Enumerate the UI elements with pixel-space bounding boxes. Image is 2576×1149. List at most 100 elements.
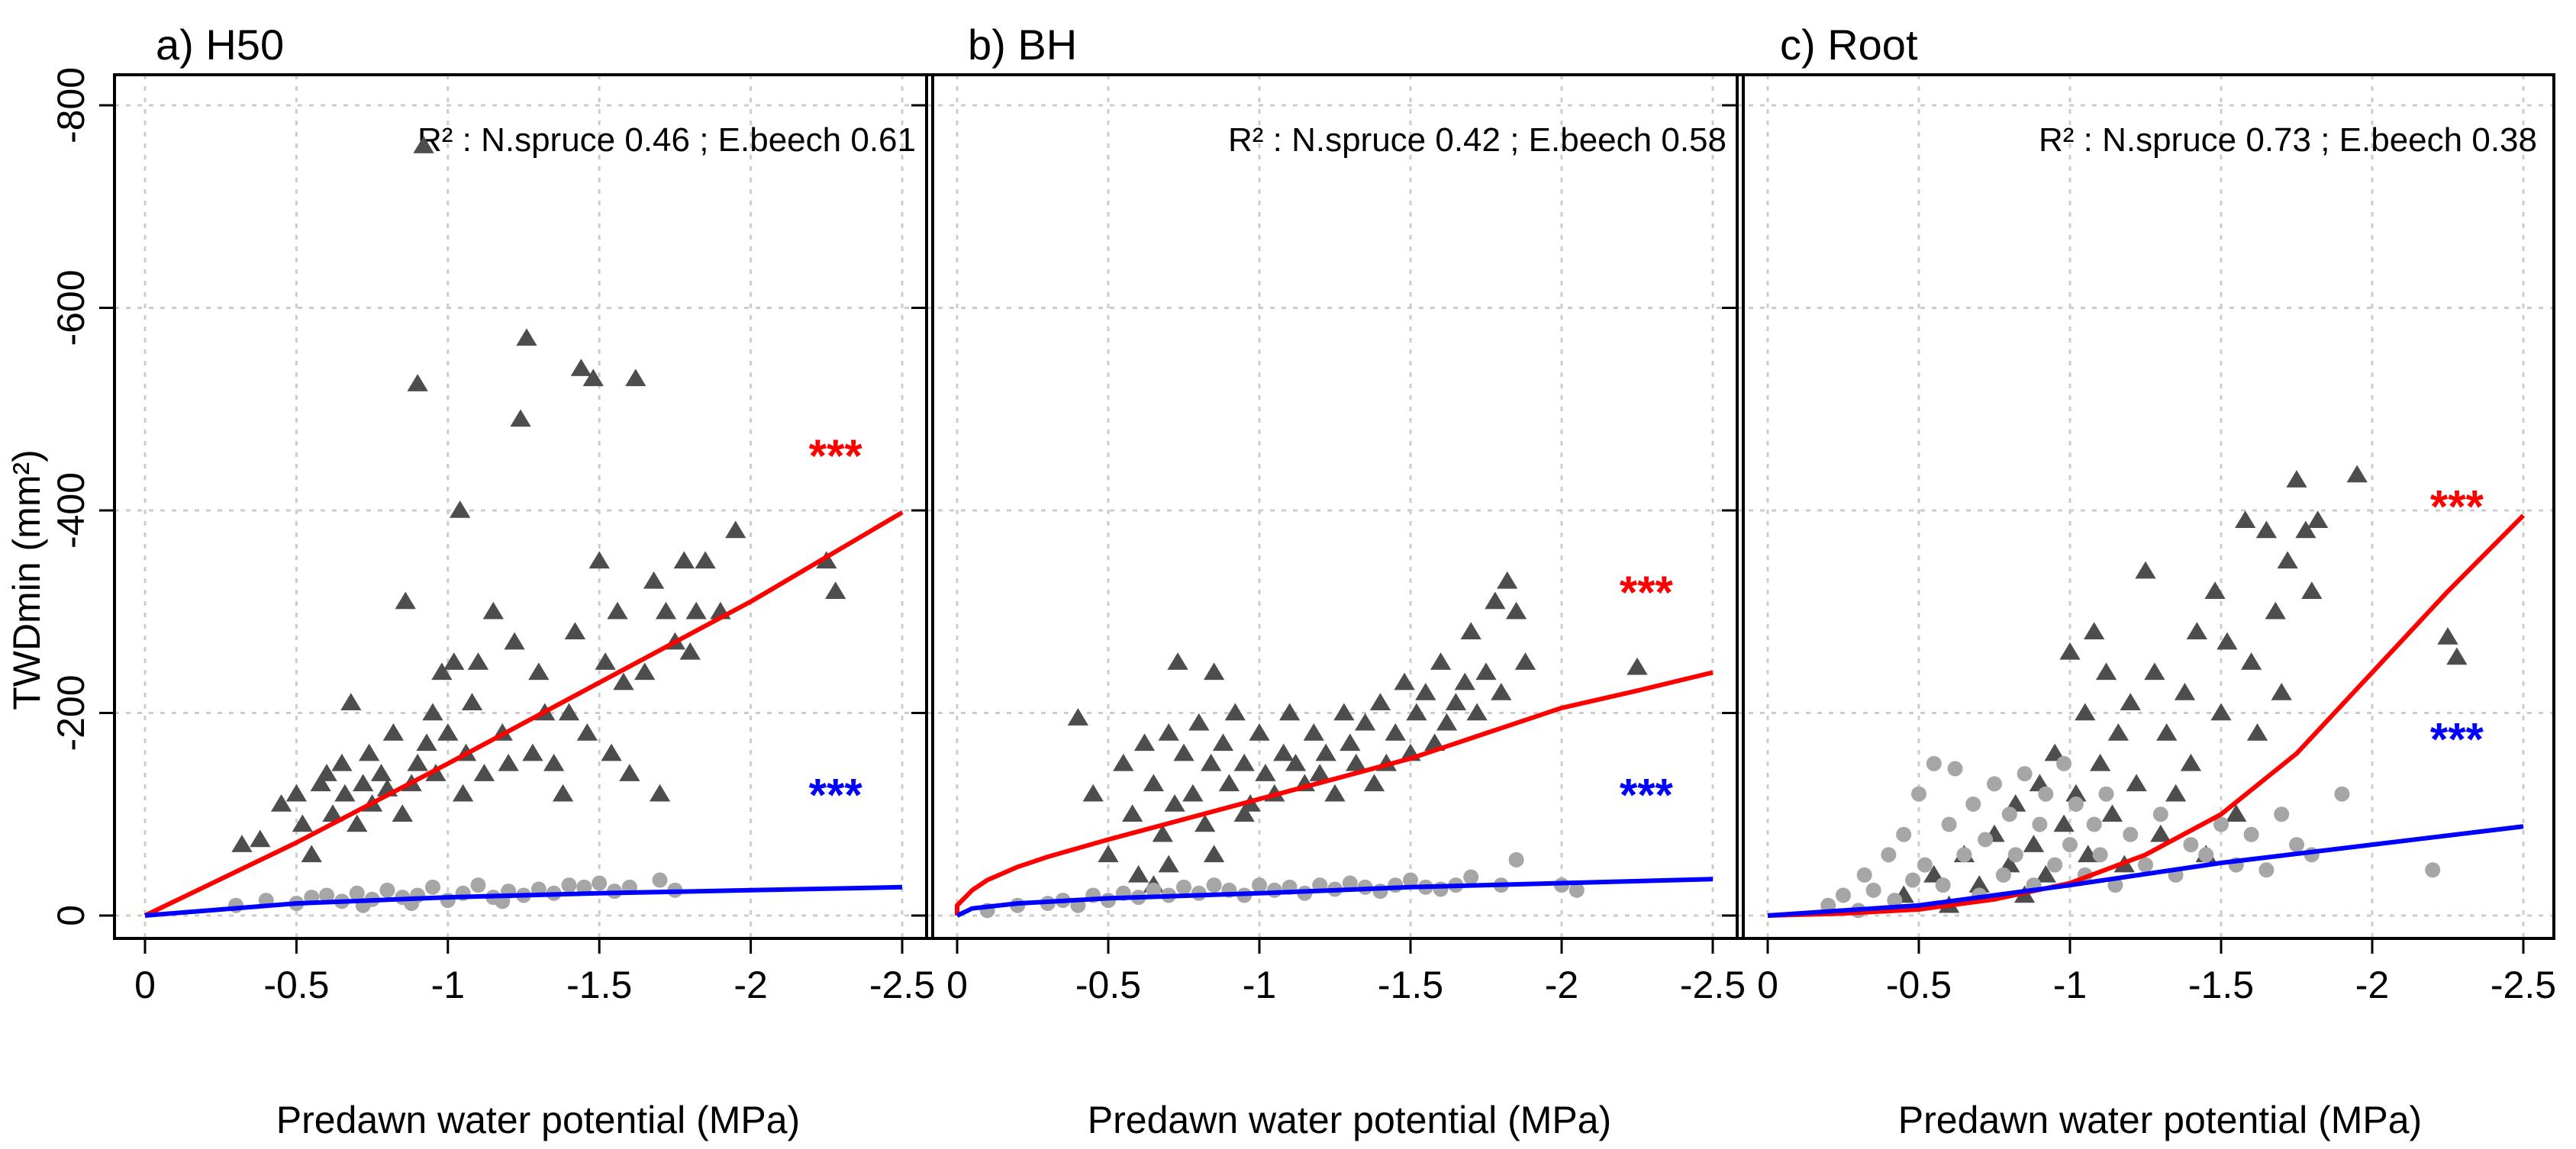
nspruce-point — [558, 703, 580, 721]
r2-annotation: R² : N.spruce 0.73 ; E.beech 0.38 — [2039, 121, 2537, 159]
nspruce-point — [2126, 774, 2147, 792]
x-axis-title: Predawn water potential (MPa) — [1088, 1099, 1611, 1141]
nspruce-point — [522, 743, 543, 761]
nspruce-point — [1346, 753, 1367, 771]
ebeech-point — [2183, 837, 2199, 853]
ebeech-point — [2123, 826, 2139, 842]
ebeech-point — [1926, 755, 1942, 771]
nspruce-point — [2265, 601, 2286, 620]
ebeech-fit-line — [144, 884, 903, 918]
nspruce-point — [473, 764, 495, 781]
nspruce-point — [1923, 864, 1945, 883]
nspruce-point — [467, 652, 489, 670]
x-tick-label: -2.5 — [2491, 964, 2556, 1006]
nspruce-point — [443, 652, 465, 670]
plot-frame — [113, 73, 934, 940]
ebeech-point — [1856, 867, 1872, 883]
nspruce-point — [2095, 662, 2117, 681]
nspruce-point — [1394, 672, 1415, 690]
y-tick-label: -600 — [50, 269, 92, 346]
nspruce-point — [543, 753, 565, 771]
nspruce-point — [316, 764, 337, 781]
nspruce-point — [2150, 824, 2171, 842]
nspruce-point — [2186, 622, 2207, 640]
x-tick-label: -0.5 — [1075, 964, 1141, 1006]
r2-annotation: R² : N.spruce 0.42 ; E.beech 0.58 — [1228, 121, 1726, 159]
nspruce-point — [1218, 774, 1240, 792]
nspruce-point — [1303, 723, 1324, 741]
r2-annotation: R² : N.spruce 0.46 ; E.beech 0.61 — [418, 121, 916, 159]
nspruce-point — [1278, 703, 1301, 721]
nspruce-point — [1968, 875, 1990, 893]
nspruce-point — [1164, 793, 1185, 812]
nspruce-point — [1333, 703, 1355, 721]
nspruce-point — [431, 662, 453, 681]
ebeech-point — [349, 885, 365, 901]
nspruce-point — [649, 784, 671, 802]
nspruce-point — [2044, 743, 2065, 761]
x-tick-label: -1 — [431, 964, 465, 1006]
nspruce-point — [1491, 682, 1512, 700]
nspruce-point — [416, 733, 437, 752]
nspruce-point — [1514, 652, 1536, 670]
nspruce-point — [816, 551, 837, 569]
nspruce-point — [2210, 703, 2232, 721]
nspruce-point — [437, 723, 459, 741]
nspruce-point — [679, 642, 701, 660]
nspruce-point — [2307, 510, 2329, 529]
nspruce-point — [619, 764, 640, 781]
significance-label: *** — [2430, 481, 2484, 532]
nspruce-point — [482, 601, 504, 620]
ebeech-point — [2038, 786, 2054, 802]
nspruce-point — [2135, 561, 2156, 579]
nspruce-point — [1354, 713, 1376, 731]
nspruce-point — [1273, 743, 1294, 761]
x-tick-label: 0 — [946, 964, 968, 1006]
nspruce-point — [1122, 804, 1143, 822]
x-tick-label: -1.5 — [566, 964, 632, 1006]
nspruce-point — [1143, 774, 1165, 792]
nspruce-point — [1485, 591, 1506, 610]
nspruce-point — [2075, 703, 2096, 721]
nspruce-point — [1158, 723, 1179, 741]
ebeech-point — [319, 887, 335, 903]
nspruce-point — [395, 591, 416, 610]
nspruce-point — [2255, 520, 2278, 539]
nspruce-point — [1203, 845, 1225, 863]
nspruce-point — [2165, 784, 2187, 802]
ebeech-point — [2007, 847, 2023, 863]
nspruce-point — [422, 703, 443, 721]
nspruce-point — [2089, 753, 2111, 771]
nspruce-point — [1475, 662, 1497, 681]
nspruce-point — [1436, 713, 1458, 731]
nspruce-point — [588, 551, 610, 569]
nspruce-point — [2065, 784, 2087, 802]
nspruce-point — [1309, 764, 1330, 781]
ebeech-point — [1965, 796, 1981, 812]
ebeech-point — [592, 875, 608, 891]
nspruce-point — [413, 136, 434, 153]
x-tick-label: -2 — [1545, 964, 1578, 1006]
ebeech-point — [2092, 847, 2108, 863]
plot-frame — [1736, 73, 2555, 940]
nspruce-point — [382, 723, 405, 741]
ebeech-point — [379, 882, 395, 898]
nspruce-point — [695, 551, 716, 569]
nspruce-point — [1497, 571, 1518, 589]
nspruce-point — [1415, 682, 1436, 700]
x-tick-label: -1.5 — [1378, 964, 1443, 1006]
nspruce-point — [510, 409, 531, 427]
nspruce-point — [1127, 864, 1149, 883]
nspruce-point — [2035, 864, 2056, 883]
nspruce-point — [2346, 465, 2368, 483]
nspruce-point — [2235, 510, 2256, 529]
nspruce-point — [285, 784, 308, 802]
ebeech-point — [2198, 847, 2214, 863]
nspruce-point — [2286, 470, 2307, 488]
significance-label: *** — [1620, 567, 1674, 618]
nspruce-point — [452, 784, 474, 802]
nspruce-point — [613, 672, 634, 690]
nspruce-point — [2217, 632, 2238, 650]
x-tick-label: -1 — [1243, 964, 1276, 1006]
nspruce-fit-line — [143, 510, 904, 918]
